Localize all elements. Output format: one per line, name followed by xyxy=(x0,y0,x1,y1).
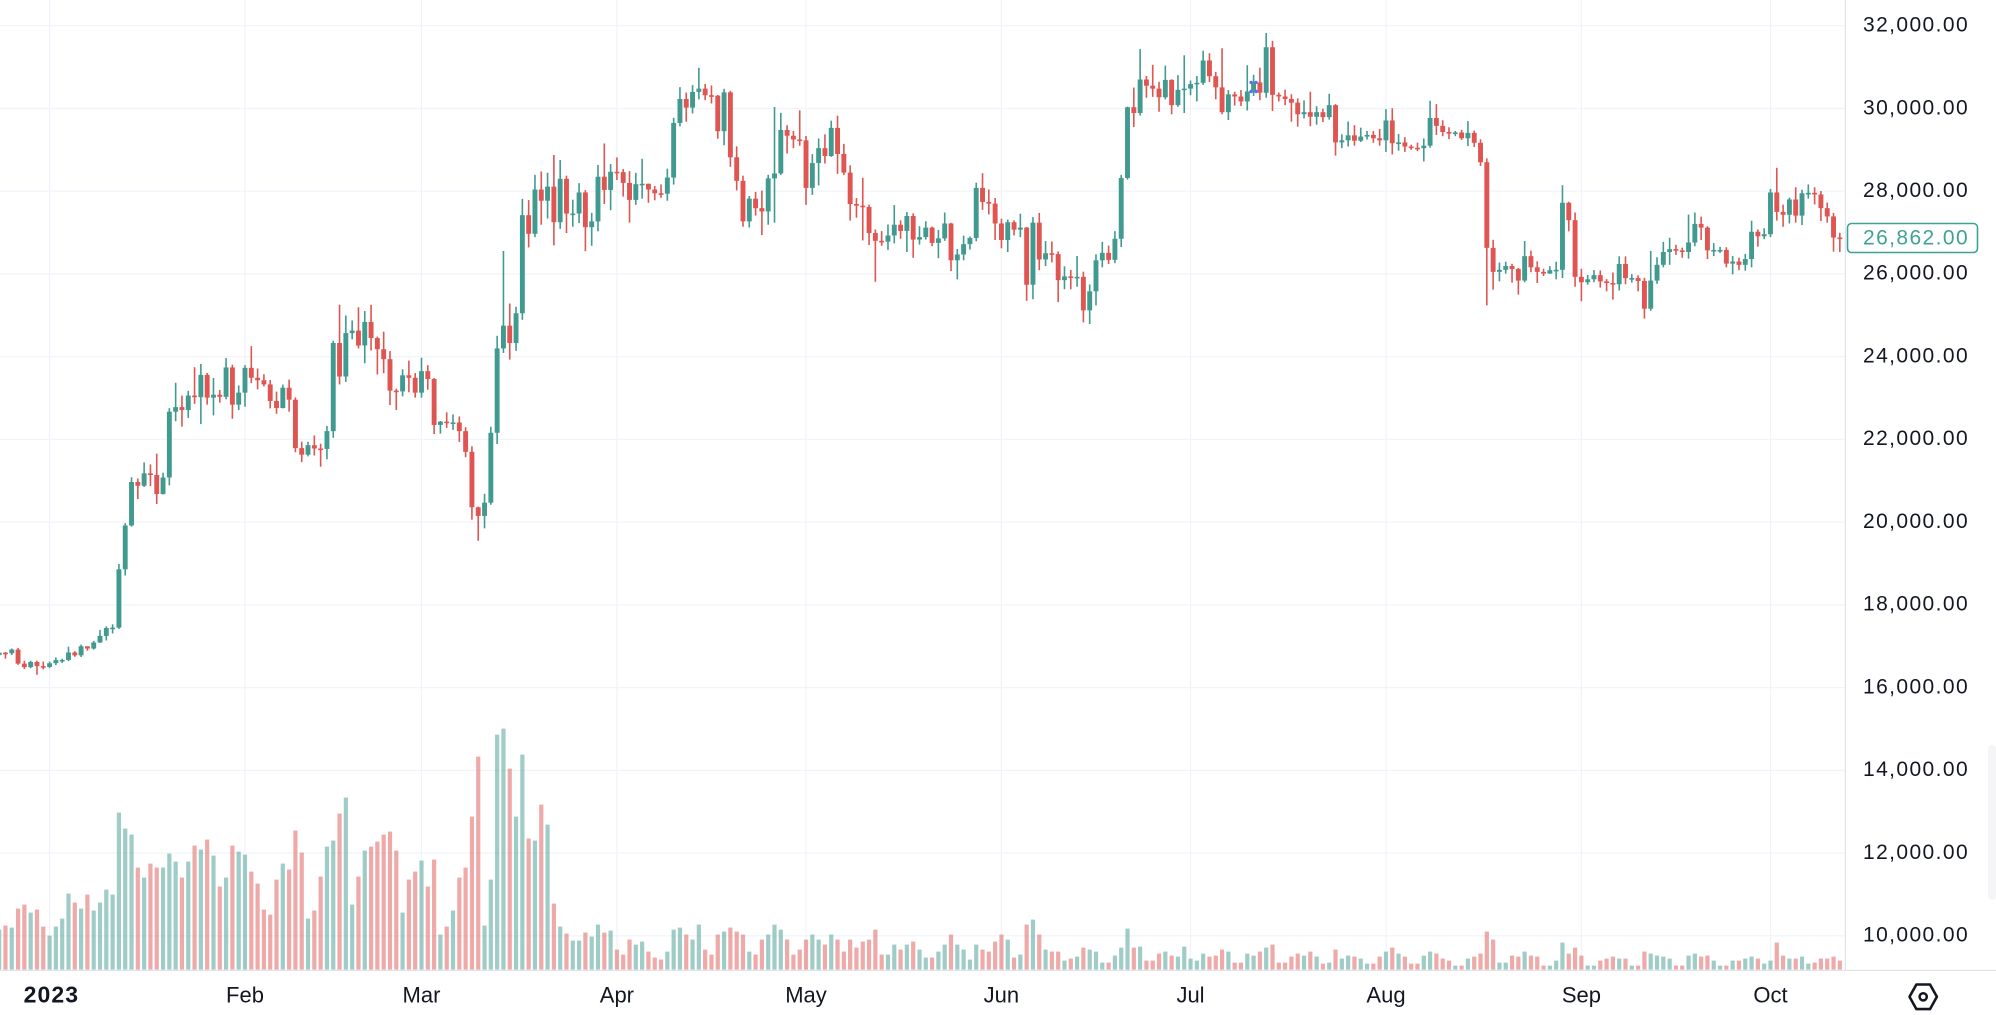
svg-text:Jul: Jul xyxy=(1176,983,1204,1008)
svg-text:Mar: Mar xyxy=(403,983,441,1008)
svg-text:20,000.00: 20,000.00 xyxy=(1863,510,1969,533)
svg-text:Sep: Sep xyxy=(1562,983,1601,1008)
svg-text:Apr: Apr xyxy=(600,983,634,1008)
svg-text:Jun: Jun xyxy=(984,983,1019,1008)
svg-text:18,000.00: 18,000.00 xyxy=(1863,593,1969,616)
svg-text:24,000.00: 24,000.00 xyxy=(1863,345,1969,368)
svg-text:10,000.00: 10,000.00 xyxy=(1863,924,1969,947)
svg-text:16,000.00: 16,000.00 xyxy=(1863,675,1969,698)
svg-text:Oct: Oct xyxy=(1753,983,1787,1008)
svg-text:28,000.00: 28,000.00 xyxy=(1863,179,1969,202)
svg-text:32,000.00: 32,000.00 xyxy=(1863,14,1969,37)
svg-text:26,000.00: 26,000.00 xyxy=(1863,262,1969,285)
svg-text:May: May xyxy=(785,983,827,1008)
svg-text:22,000.00: 22,000.00 xyxy=(1863,427,1969,450)
svg-text:Feb: Feb xyxy=(226,983,264,1008)
svg-text:12,000.00: 12,000.00 xyxy=(1863,841,1969,864)
svg-text:30,000.00: 30,000.00 xyxy=(1863,96,1969,119)
svg-text:14,000.00: 14,000.00 xyxy=(1863,758,1969,781)
svg-text:2023: 2023 xyxy=(24,982,80,1008)
svg-text:26,862.00: 26,862.00 xyxy=(1863,227,1969,250)
svg-text:Aug: Aug xyxy=(1366,983,1405,1008)
